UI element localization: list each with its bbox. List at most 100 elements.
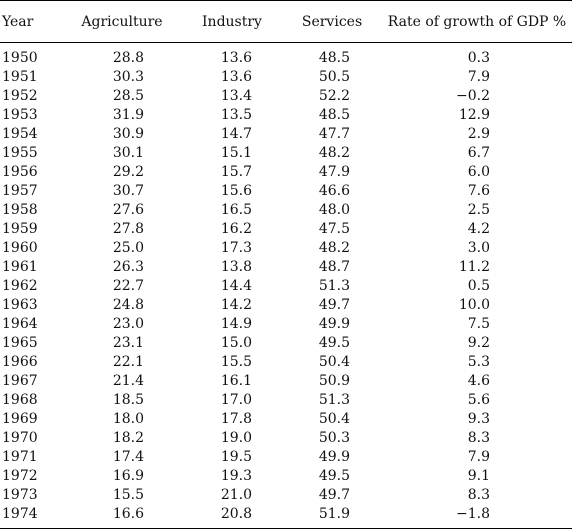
cell-year: 1951: [2, 69, 38, 85]
table-row: 1961 26.3 13.8 48.7 11.2: [0, 258, 572, 277]
table-row: 1968 18.5 17.0 51.3 5.6: [0, 391, 572, 410]
cell-agriculture: 28.8: [112, 50, 144, 66]
cell-services: 48.0: [318, 202, 350, 218]
cell-gdp-growth: 9.3: [467, 411, 490, 427]
cell-industry: 13.5: [220, 107, 252, 123]
cell-services: 49.5: [318, 468, 350, 484]
cell-year: 1974: [0, 505, 62, 529]
table-row: 1960 25.0 17.3 48.2 3.0: [0, 239, 572, 258]
table-row: 1974 16.6 20.8 51.9 −1.8: [0, 505, 572, 529]
cell-gdp-growth: 7.6: [467, 183, 490, 199]
cell-industry: 19.0: [220, 430, 252, 446]
cell-agriculture: 22.7: [112, 278, 144, 294]
cell-industry: 14.9: [220, 316, 252, 332]
cell-gdp-growth: 12.9: [458, 107, 490, 123]
cell-services: 48.5: [318, 50, 350, 66]
header-row: Year Agriculture Industry Services Rate …: [0, 0, 572, 43]
cell-gdp-growth: −1.8: [382, 505, 572, 529]
cell-services: 48.2: [318, 145, 350, 161]
cell-services: 49.9: [318, 316, 350, 332]
cell-services: 49.5: [318, 335, 350, 351]
cell-gdp-growth: 8.3: [467, 487, 490, 503]
cell-year: 1954: [2, 126, 38, 142]
table-row: 1965 23.1 15.0 49.5 9.2: [0, 334, 572, 353]
cell-year: 1965: [2, 335, 38, 351]
cell-year: 1963: [2, 297, 38, 313]
cell-services: 51.3: [318, 392, 350, 408]
cell-industry: 15.5: [220, 354, 252, 370]
cell-gdp-growth: 0.5: [467, 278, 490, 294]
cell-year: 1952: [2, 88, 38, 104]
cell-industry: 16.2: [220, 221, 252, 237]
cell-gdp-growth: 6.7: [467, 145, 490, 161]
table-row: 1969 18.0 17.8 50.4 9.3: [0, 410, 572, 429]
cell-gdp-growth: 9.2: [467, 335, 490, 351]
cell-year: 1966: [2, 354, 38, 370]
cell-year: 1958: [2, 202, 38, 218]
cell-services: 50.4: [318, 354, 350, 370]
cell-industry: 14.2: [220, 297, 252, 313]
cell-agriculture: 30.9: [112, 126, 144, 142]
cell-year: 1970: [2, 430, 38, 446]
cell-industry: 17.3: [220, 240, 252, 256]
cell-agriculture: 30.7: [112, 183, 144, 199]
cell-gdp-growth: 10.0: [458, 297, 490, 313]
cell-industry: 14.7: [220, 126, 252, 142]
table-row: 1972 16.9 19.3 49.5 9.1: [0, 467, 572, 486]
cell-industry: 20.8: [182, 505, 282, 529]
cell-gdp-growth: 3.0: [467, 240, 490, 256]
cell-gdp-growth: 11.2: [458, 259, 490, 275]
table-row: 1955 30.1 15.1 48.2 6.7: [0, 144, 572, 163]
cell-gdp-growth: 0.3: [467, 50, 490, 66]
cell-year: 1961: [2, 259, 38, 275]
header-gdp-growth: Rate of growth of GDP %: [382, 0, 572, 43]
cell-agriculture: 29.2: [112, 164, 144, 180]
table-row: 1967 21.4 16.1 50.9 4.6: [0, 372, 572, 391]
cell-year: 1955: [2, 145, 38, 161]
table-row: 1952 28.5 13.4 52.2 −0.2: [0, 87, 572, 106]
cell-services: 49.7: [318, 487, 350, 503]
table-header: Year Agriculture Industry Services Rate …: [0, 0, 572, 43]
cell-industry: 19.3: [220, 468, 252, 484]
cell-year: 1957: [2, 183, 38, 199]
cell-agriculture: 26.3: [112, 259, 144, 275]
header-services: Services: [282, 0, 382, 43]
cell-industry: 21.0: [220, 487, 252, 503]
table-row: 1953 31.9 13.5 48.5 12.9: [0, 106, 572, 125]
cell-gdp-growth: 2.9: [467, 126, 490, 142]
table-row: 1957 30.7 15.6 46.6 7.6: [0, 182, 572, 201]
table-row: 1958 27.6 16.5 48.0 2.5: [0, 201, 572, 220]
cell-gdp-growth: 6.0: [467, 164, 490, 180]
table-row: 1959 27.8 16.2 47.5 4.2: [0, 220, 572, 239]
cell-year: 1959: [2, 221, 38, 237]
cell-gdp-growth: 2.5: [467, 202, 490, 218]
cell-services: 50.5: [318, 69, 350, 85]
table-row: 1973 15.5 21.0 49.7 8.3: [0, 486, 572, 505]
cell-agriculture: 18.5: [112, 392, 144, 408]
cell-services: 48.7: [318, 259, 350, 275]
cell-gdp-growth: 9.1: [467, 468, 490, 484]
table-row: 1963 24.8 14.2 49.7 10.0: [0, 296, 572, 315]
table-row: 1964 23.0 14.9 49.9 7.5: [0, 315, 572, 334]
cell-services: 48.5: [318, 107, 350, 123]
cell-gdp-growth: 7.9: [467, 449, 490, 465]
cell-agriculture: 22.1: [112, 354, 144, 370]
cell-agriculture: 27.8: [112, 221, 144, 237]
cell-year: 1972: [2, 468, 38, 484]
table-row: 1962 22.7 14.4 51.3 0.5: [0, 277, 572, 296]
cell-services: 50.9: [318, 373, 350, 389]
cell-agriculture: 28.5: [112, 88, 144, 104]
cell-industry: 13.6: [220, 69, 252, 85]
cell-year: 1968: [2, 392, 38, 408]
cell-gdp-growth: 4.2: [467, 221, 490, 237]
cell-industry: 13.8: [220, 259, 252, 275]
cell-industry: 17.8: [220, 411, 252, 427]
cell-year: 1960: [2, 240, 38, 256]
cell-industry: 16.1: [220, 373, 252, 389]
cell-services: 48.2: [318, 240, 350, 256]
table-row: 1966 22.1 15.5 50.4 5.3: [0, 353, 572, 372]
cell-agriculture: 31.9: [112, 107, 144, 123]
cell-gdp-growth: 7.5: [467, 316, 490, 332]
